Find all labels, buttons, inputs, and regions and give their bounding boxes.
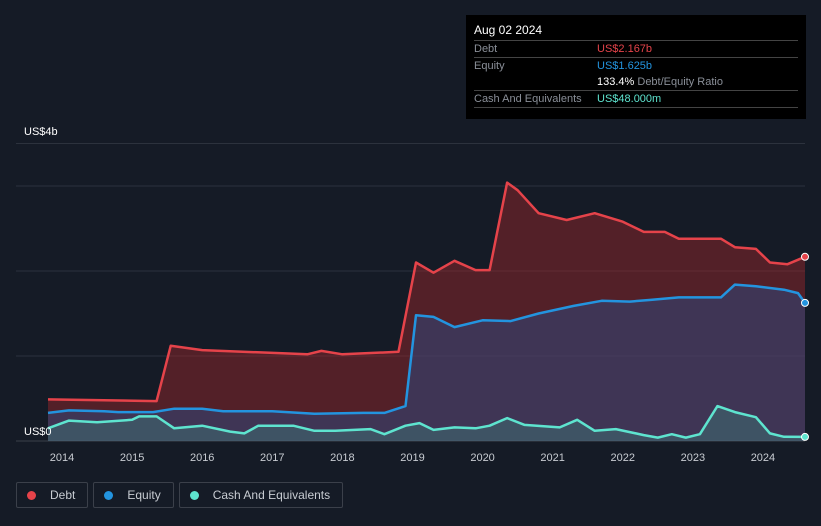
legend-cash-label: Cash And Equivalents bbox=[212, 488, 331, 502]
tooltip-equity-label: Equity bbox=[474, 60, 505, 72]
tooltip-ratio-value: 133.4% bbox=[597, 76, 635, 88]
x-tick-label: 2015 bbox=[120, 452, 144, 464]
equity-line bbox=[47, 283, 807, 416]
legend-cash[interactable]: Cash And Equivalents bbox=[178, 482, 344, 508]
legend-debt[interactable]: Debt bbox=[16, 482, 89, 508]
legend: Debt Equity Cash And Equivalents bbox=[16, 482, 344, 508]
equity-area bbox=[48, 284, 805, 441]
tooltip-ratio-label: Debt/Equity Ratio bbox=[637, 76, 723, 88]
tooltip-debt-label: Debt bbox=[474, 43, 498, 55]
tooltip: Aug 02 2024 Debt US$2.167b Equity US$1.6… bbox=[466, 15, 806, 119]
tooltip-debt-value: US$2.167b bbox=[597, 43, 653, 55]
x-tick-label: 2022 bbox=[611, 452, 635, 464]
equity-end-marker bbox=[801, 298, 809, 307]
legend-debt-label: Debt bbox=[50, 488, 76, 502]
cash-dot-icon bbox=[189, 490, 199, 500]
tooltip-cash-label: Cash And Equivalents bbox=[474, 93, 582, 105]
tooltip-debt-row: Debt US$2.167b bbox=[474, 40, 798, 57]
y-label-bottom: US$0 bbox=[24, 426, 52, 438]
x-tick-label: 2024 bbox=[751, 452, 775, 464]
x-tick-label: 2017 bbox=[260, 452, 284, 464]
debt-end-marker bbox=[801, 252, 809, 261]
debt-area bbox=[48, 182, 805, 441]
equity-dot-icon bbox=[104, 490, 114, 500]
cash-line bbox=[47, 404, 806, 439]
tooltip-date: Aug 02 2024 bbox=[474, 23, 543, 37]
debt-line bbox=[47, 181, 806, 403]
x-tick-label: 2021 bbox=[540, 452, 564, 464]
x-tick-label: 2023 bbox=[681, 452, 705, 464]
x-tick-label: 2018 bbox=[330, 452, 354, 464]
x-tick-label: 2014 bbox=[50, 452, 74, 464]
legend-equity-label: Equity bbox=[127, 488, 161, 502]
cash-end-marker bbox=[801, 432, 809, 441]
tooltip-ratio-row: 133.4% Debt/Equity Ratio bbox=[474, 74, 798, 90]
x-tick-label: 2020 bbox=[470, 452, 494, 464]
tooltip-cash-value: US$48.000m bbox=[597, 93, 662, 105]
tooltip-equity-row: Equity US$1.625b bbox=[474, 57, 798, 74]
x-tick-label: 2019 bbox=[400, 452, 424, 464]
x-tick-label: 2016 bbox=[190, 452, 214, 464]
debt-dot-icon bbox=[27, 490, 36, 500]
y-label-top: US$4b bbox=[24, 126, 58, 138]
cash-area bbox=[48, 406, 805, 441]
tooltip-equity-value: US$1.625b bbox=[597, 60, 653, 72]
tooltip-cash-row: Cash And Equivalents US$48.000m bbox=[474, 90, 798, 108]
legend-equity[interactable]: Equity bbox=[93, 482, 174, 508]
